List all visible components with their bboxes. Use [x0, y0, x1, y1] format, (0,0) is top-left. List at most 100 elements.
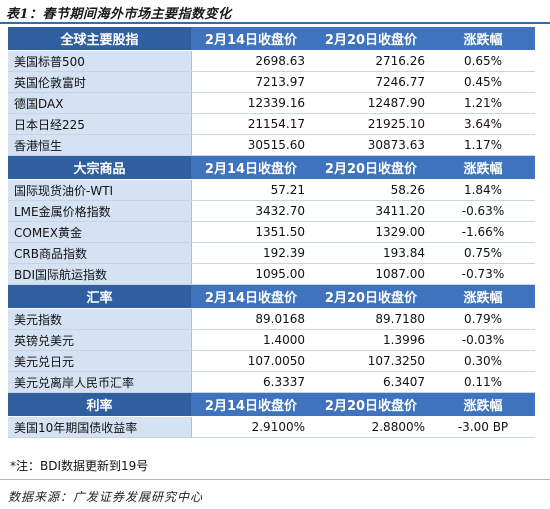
change-pct: 0.11% [431, 371, 535, 393]
change-pct: -1.66% [431, 221, 535, 243]
row-name: 美元指数 [8, 308, 192, 330]
row-name: BDI国际航运指数 [8, 263, 192, 285]
change-pct: 1.21% [431, 92, 535, 114]
close-feb20: 1329.00 [311, 221, 431, 243]
table-row: COMEX黄金 1351.50 1329.00 -1.66% [8, 221, 535, 243]
close-feb20: 107.3250 [311, 350, 431, 372]
table-row: 香港恒生 30515.60 30873.63 1.17% [8, 134, 535, 156]
change-pct: 1.84% [431, 179, 535, 201]
row-name: 日本日经225 [8, 113, 192, 135]
close-feb20: 3411.20 [311, 200, 431, 222]
change-pct: 0.30% [431, 350, 535, 372]
table-row: BDI国际航运指数 1095.00 1087.00 -0.73% [8, 263, 535, 285]
row-name: CRB商品指数 [8, 242, 192, 264]
close-feb14: 2698.63 [191, 50, 311, 72]
table-row: 英国伦敦富时 7213.97 7246.77 0.45% [8, 71, 535, 93]
column-header: 2月20日收盘价 [311, 27, 431, 51]
change-pct: -0.63% [431, 200, 535, 222]
section-title: 大宗商品 [8, 155, 191, 180]
row-name: COMEX黄金 [8, 221, 192, 243]
change-pct: -0.73% [431, 263, 535, 285]
section-header-row: 汇率 2月14日收盘价 2月20日收盘价 涨跌幅 [8, 284, 535, 309]
table-title: 表1：春节期间海外市场主要指数变化 [6, 7, 232, 22]
column-header: 2月20日收盘价 [311, 284, 431, 309]
close-feb20: 12487.90 [311, 92, 431, 114]
footnote: *注：BDI数据更新到19号 [10, 459, 149, 473]
close-feb20: 6.3407 [311, 371, 431, 393]
section-header-row: 大宗商品 2月14日收盘价 2月20日收盘价 涨跌幅 [8, 155, 535, 180]
close-feb14: 1.4000 [191, 329, 311, 351]
title-bar: 表1：春节期间海外市场主要指数变化 [0, 0, 550, 24]
source-line: 数据来源：广发证券发展研究中心 [8, 490, 204, 504]
close-feb14: 57.21 [191, 179, 311, 201]
close-feb20: 30873.63 [311, 134, 431, 156]
column-header: 涨跌幅 [431, 27, 535, 51]
table-row: 美国标普500 2698.63 2716.26 0.65% [8, 50, 535, 72]
row-name: 国际现货油价-WTI [8, 179, 192, 201]
section-header-row: 全球主要股指 2月14日收盘价 2月20日收盘价 涨跌幅 [8, 27, 535, 51]
column-header: 2月14日收盘价 [191, 284, 311, 309]
close-feb14: 30515.60 [191, 134, 311, 156]
close-feb14: 1351.50 [191, 221, 311, 243]
column-header: 2月20日收盘价 [311, 155, 431, 180]
change-pct: -0.03% [431, 329, 535, 351]
table-row: CRB商品指数 192.39 193.84 0.75% [8, 242, 535, 264]
change-pct: 0.65% [431, 50, 535, 72]
table-row: 德国DAX 12339.16 12487.90 1.21% [8, 92, 535, 114]
close-feb20: 58.26 [311, 179, 431, 201]
change-pct: 0.45% [431, 71, 535, 93]
column-header: 涨跌幅 [431, 392, 535, 417]
row-name: 德国DAX [8, 92, 192, 114]
column-header: 2月20日收盘价 [311, 392, 431, 417]
change-pct: 3.64% [431, 113, 535, 135]
table-row: 美元兑日元 107.0050 107.3250 0.30% [8, 350, 535, 372]
column-header: 涨跌幅 [431, 155, 535, 180]
close-feb14: 12339.16 [191, 92, 311, 114]
row-name: 美国10年期国债收益率 [8, 416, 192, 438]
close-feb20: 1.3996 [311, 329, 431, 351]
table-row: 美元兑离岸人民币汇率 6.3337 6.3407 0.11% [8, 371, 535, 393]
section-title: 利率 [8, 392, 191, 417]
column-header: 2月14日收盘价 [191, 392, 311, 417]
close-feb14: 6.3337 [191, 371, 311, 393]
row-name: 香港恒生 [8, 134, 192, 156]
table-row: 国际现货油价-WTI 57.21 58.26 1.84% [8, 179, 535, 201]
column-header: 2月14日收盘价 [191, 155, 311, 180]
table-row: 美元指数 89.0168 89.7180 0.79% [8, 308, 535, 330]
close-feb20: 193.84 [311, 242, 431, 264]
close-feb20: 1087.00 [311, 263, 431, 285]
table-row: LME金属价格指数 3432.70 3411.20 -0.63% [8, 200, 535, 222]
close-feb14: 2.9100% [191, 416, 311, 438]
row-name: 美国标普500 [8, 50, 192, 72]
section-title: 全球主要股指 [8, 27, 191, 51]
table-row: 英镑兑美元 1.4000 1.3996 -0.03% [8, 329, 535, 351]
table-row: 美国10年期国债收益率 2.9100% 2.8800% -3.00 BP [8, 416, 535, 438]
close-feb14: 107.0050 [191, 350, 311, 372]
divider [0, 479, 550, 480]
close-feb20: 7246.77 [311, 71, 431, 93]
close-feb20: 21925.10 [311, 113, 431, 135]
table-row: 日本日经225 21154.17 21925.10 3.64% [8, 113, 535, 135]
close-feb14: 21154.17 [191, 113, 311, 135]
row-name: 英镑兑美元 [8, 329, 192, 351]
column-header: 涨跌幅 [431, 284, 535, 309]
market-table-body: 全球主要股指 2月14日收盘价 2月20日收盘价 涨跌幅 美国标普500 2698.63 2… [8, 27, 535, 438]
close-feb20: 89.7180 [311, 308, 431, 330]
column-header: 2月14日收盘价 [191, 27, 311, 51]
row-name: LME金属价格指数 [8, 200, 192, 222]
row-name: 美元兑日元 [8, 350, 192, 372]
close-feb14: 7213.97 [191, 71, 311, 93]
close-feb14: 1095.00 [191, 263, 311, 285]
close-feb14: 3432.70 [191, 200, 311, 222]
row-name: 英国伦敦富时 [8, 71, 192, 93]
change-pct: -3.00 BP [431, 416, 535, 438]
section-header-row: 利率 2月14日收盘价 2月20日收盘价 涨跌幅 [8, 392, 535, 417]
section-title: 汇率 [8, 284, 191, 309]
row-name: 美元兑离岸人民币汇率 [8, 371, 192, 393]
close-feb20: 2.8800% [311, 416, 431, 438]
change-pct: 0.79% [431, 308, 535, 330]
close-feb14: 89.0168 [191, 308, 311, 330]
close-feb14: 192.39 [191, 242, 311, 264]
change-pct: 0.75% [431, 242, 535, 264]
close-feb20: 2716.26 [311, 50, 431, 72]
